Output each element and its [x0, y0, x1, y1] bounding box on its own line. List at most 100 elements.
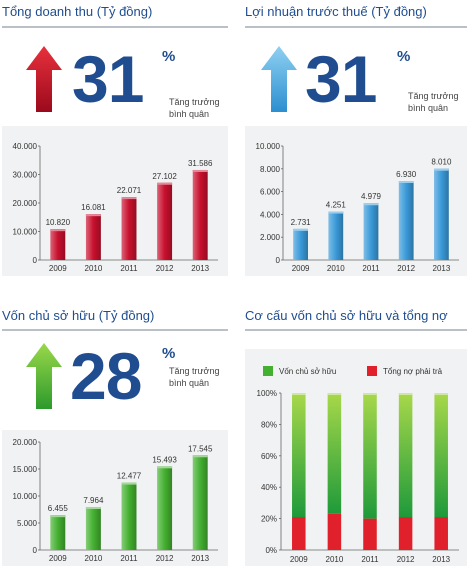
stack-segment — [434, 393, 448, 518]
percent-sign: % — [162, 345, 176, 362]
bar-cap — [157, 466, 173, 469]
data-label: 15.493 — [152, 455, 177, 464]
stack-segment — [327, 513, 342, 550]
growth-label: Tăng trưởng bình quân — [169, 97, 220, 119]
stack-segment — [327, 393, 342, 514]
panel-structure: Cơ cấu vốn chủ sở hữu và tổng nợ Vốn chủ… — [245, 305, 467, 566]
panel-profit: Lợi nhuận trước thuế (Tỷ đồng) 31 % Tăng… — [245, 2, 467, 280]
y-tick-label: 60% — [261, 452, 277, 461]
x-tick-label: 2013 — [432, 555, 450, 564]
panel-revenue: Tổng doanh thu (Tỷ đồng) 31 % Tăng trưởn… — [2, 2, 228, 280]
growth-value: 28 — [70, 339, 142, 413]
y-tick-label: 10.000 — [256, 142, 281, 151]
bar — [85, 214, 101, 260]
x-tick-label: 2011 — [361, 555, 379, 564]
panel-title: Vốn chủ sở hữu (Tỷ đồng) — [2, 308, 155, 323]
data-label: 31.586 — [188, 159, 213, 168]
y-tick-label: 0 — [33, 546, 38, 555]
data-label: 16.081 — [81, 203, 106, 212]
bar-cap — [50, 515, 66, 518]
panel-title: Lợi nhuận trước thuế (Tỷ đồng) — [245, 4, 427, 19]
stack-segment — [363, 518, 377, 550]
bar — [85, 506, 101, 550]
bar — [293, 228, 308, 260]
x-tick-label: 2012 — [397, 555, 415, 564]
bar-cap — [363, 203, 379, 206]
bar-cap — [292, 393, 306, 395]
data-label: 17.545 — [188, 444, 213, 453]
x-tick-label: 2009 — [290, 555, 308, 564]
y-tick-label: 100% — [257, 389, 277, 398]
y-tick-label: 0 — [33, 256, 38, 265]
percent-sign: % — [397, 48, 411, 65]
equity-chart: 0 5.000 10.000 15.000 20.000 6.455 2009 7.964 20… — [2, 430, 228, 566]
x-tick-label: 2009 — [49, 554, 67, 563]
bar-cap — [50, 229, 66, 232]
y-tick-label: 80% — [261, 420, 277, 429]
y-tick-label: 4.000 — [260, 210, 281, 219]
bar — [192, 169, 208, 260]
stack-segment — [398, 393, 413, 518]
stack-segment — [434, 517, 448, 550]
growth-label: Tăng trưởng bình quân — [169, 366, 220, 388]
data-label: 2.731 — [291, 218, 312, 227]
bar — [363, 203, 379, 260]
x-tick-label: 2010 — [85, 554, 103, 563]
x-tick-label: 2012 — [397, 264, 415, 273]
bar — [157, 466, 173, 550]
structure-chart: Vốn chủ sở hữu Tổng nợ phải trả 0% 20% 40% 60… — [245, 349, 467, 566]
bar — [50, 515, 66, 550]
bar-cap — [121, 197, 137, 200]
bar-cap — [85, 506, 101, 509]
bar-cap — [434, 393, 448, 395]
x-tick-label: 2012 — [156, 554, 174, 563]
bar-cap — [327, 393, 342, 395]
panel-title: Cơ cấu vốn chủ sở hữu và tổng nợ — [245, 308, 448, 323]
percent-sign: % — [162, 48, 176, 65]
y-tick-label: 20% — [261, 515, 277, 524]
y-tick-label: 5.000 — [17, 519, 38, 528]
bar-cap — [363, 393, 377, 395]
x-tick-label: 2012 — [156, 264, 174, 273]
data-label: 12.477 — [117, 472, 142, 481]
growth-value: 31 — [72, 42, 144, 116]
stack-segment — [292, 517, 306, 550]
x-tick-label: 2010 — [85, 264, 103, 273]
bar-cap — [398, 393, 413, 395]
y-tick-label: 2.000 — [260, 233, 281, 242]
bar — [50, 229, 66, 260]
stack-segment — [398, 517, 413, 550]
data-label: 4.979 — [361, 192, 382, 201]
bar — [434, 168, 449, 260]
bar-cap — [121, 482, 137, 485]
y-tick-label: 0% — [265, 546, 277, 555]
panel-equity: Vốn chủ sở hữu (Tỷ đồng) 28 % Tăng trưởn… — [2, 305, 228, 566]
title-divider — [2, 329, 228, 331]
y-tick-label: 40% — [261, 483, 277, 492]
growth-label: Tăng trưởng bình quân — [408, 91, 459, 113]
y-tick-label: 8.000 — [260, 165, 281, 174]
revenue-chart: 0 10.000 20.000 30.000 40.000 10.820 2009 16.08… — [2, 126, 228, 276]
y-tick-label: 20.000 — [13, 199, 38, 208]
data-label: 8.010 — [431, 158, 452, 167]
x-tick-label: 2009 — [49, 264, 67, 273]
x-tick-label: 2010 — [326, 555, 344, 564]
y-tick-label: 30.000 — [13, 171, 38, 180]
stack-segment — [292, 393, 306, 518]
title-divider — [245, 26, 467, 28]
data-label: 4.251 — [326, 201, 347, 210]
data-label: 6.930 — [396, 170, 417, 179]
bar-cap — [192, 169, 208, 172]
data-label: 6.455 — [48, 504, 69, 513]
profit-chart: 0 2.000 4.000 6.000 8.000 10.000 2.731 2009 4.25… — [245, 126, 467, 276]
bar-cap — [192, 455, 208, 458]
up-arrow-icon — [26, 343, 62, 409]
y-tick-label: 10.000 — [13, 492, 38, 501]
y-tick-label: 15.000 — [13, 465, 38, 474]
x-tick-label: 2013 — [433, 264, 451, 273]
up-arrow-icon — [261, 46, 297, 112]
x-tick-label: 2011 — [120, 554, 138, 563]
title-divider — [245, 329, 467, 331]
legend-label: Tổng nợ phải trả — [383, 367, 443, 376]
up-arrow-icon — [26, 46, 62, 112]
